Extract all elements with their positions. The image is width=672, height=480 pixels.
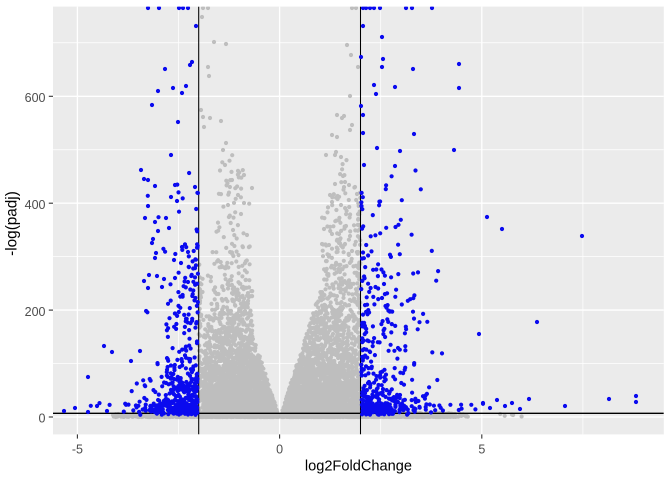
svg-text:200: 200 bbox=[25, 305, 46, 319]
svg-text:600: 600 bbox=[25, 91, 46, 105]
svg-text:-log(padj): -log(padj) bbox=[4, 191, 21, 256]
svg-text:-5: -5 bbox=[72, 442, 83, 456]
svg-text:400: 400 bbox=[25, 198, 46, 212]
svg-text:log2FoldChange: log2FoldChange bbox=[305, 459, 412, 475]
svg-text:0: 0 bbox=[276, 442, 283, 456]
svg-text:0: 0 bbox=[39, 412, 46, 426]
svg-text:5: 5 bbox=[478, 442, 485, 456]
